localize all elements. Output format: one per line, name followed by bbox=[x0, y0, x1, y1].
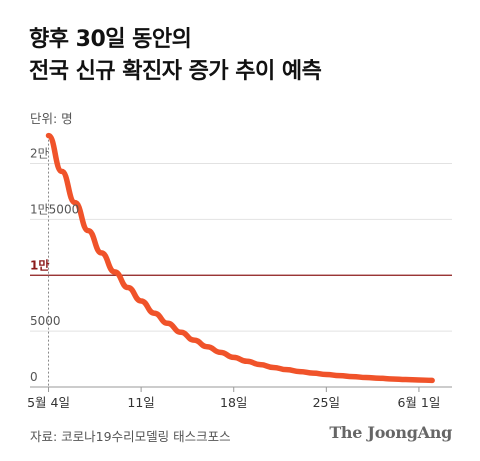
chart-title: 향후 30일 동안의 전국 신규 확진자 증가 추이 예측 bbox=[29, 24, 459, 88]
x-tick-label: 11일 bbox=[127, 395, 154, 410]
title-line-2: 전국 신규 확진자 증가 추이 예측 bbox=[29, 59, 322, 84]
series-line bbox=[45, 132, 435, 384]
unit-label: 단위: 명 bbox=[30, 111, 73, 126]
label-layer: 0 5000 1만 1만5000 2만 5월 4일 11일 18일 25일 6월 1일 bbox=[27, 147, 440, 410]
y-tick-label: 1만 bbox=[30, 257, 49, 272]
y-tick-label: 5000 bbox=[30, 314, 61, 328]
y-tick-label: 0 bbox=[30, 370, 38, 384]
title-line-1: 향후 30일 동안의 bbox=[29, 27, 192, 52]
x-tick-label: 5월 4일 bbox=[27, 395, 70, 410]
grid-layer bbox=[30, 135, 452, 392]
brand-logo: The JoongAng bbox=[329, 423, 452, 442]
x-tick-label: 18일 bbox=[220, 395, 247, 410]
source-note: 자료: 코로나19수리모델링 태스크포스 bbox=[30, 429, 231, 444]
x-tick-label: 6월 1일 bbox=[397, 395, 440, 410]
y-tick-label: 1만5000 bbox=[30, 202, 79, 216]
x-tick-label: 25일 bbox=[313, 395, 340, 410]
line-layer bbox=[45, 132, 435, 384]
y-tick-label: 2만 bbox=[30, 147, 49, 161]
